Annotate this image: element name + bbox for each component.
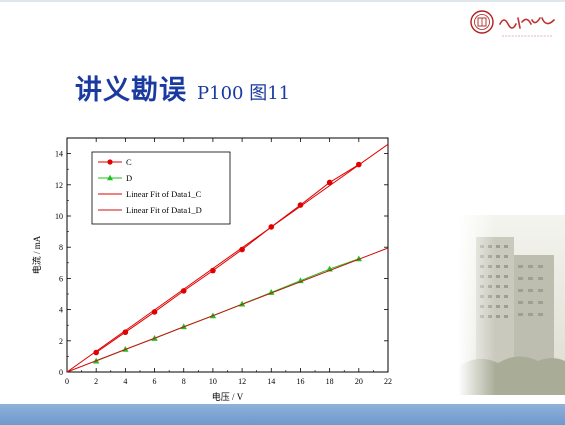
data-point-C	[239, 246, 245, 253]
x-tick-label: 14	[267, 377, 275, 386]
series-line-0	[95, 164, 360, 353]
y-tick-label: 8	[59, 243, 63, 252]
x-tick-label: 12	[238, 377, 246, 386]
x-tick-label: 18	[326, 377, 334, 386]
data-point-C	[180, 288, 187, 294]
legend-marker-1	[107, 174, 113, 181]
y-tick-label: 4	[59, 306, 63, 315]
x-axis-label: 电压 / V	[212, 391, 244, 402]
y-tick-label: 12	[55, 181, 63, 190]
fit-line-3	[66, 247, 389, 373]
university-name-script	[499, 17, 555, 37]
legend-label-2: Linear Fit of Data1_C	[126, 189, 202, 199]
slide-title: 讲义勘误 P100 图11	[75, 68, 290, 107]
y-tick-label: 2	[59, 337, 63, 346]
x-tick-label: 4	[123, 377, 127, 386]
legend-label-0: C	[126, 157, 132, 167]
university-logo	[470, 8, 560, 50]
x-tick-label: 16	[296, 377, 304, 386]
y-axis-label: 电流 / mA	[31, 235, 42, 274]
data-point-C	[297, 202, 304, 208]
fit-line-2	[66, 143, 389, 373]
x-tick-label: 6	[153, 377, 157, 386]
legend-box	[91, 151, 231, 225]
y-tick-label: 14	[55, 150, 63, 159]
x-tick-label: 22	[384, 377, 392, 386]
legend-label-1: D	[126, 173, 132, 183]
legend-marker-0	[107, 159, 113, 165]
x-tick-label: 20	[355, 377, 363, 386]
x-tick-label: 2	[94, 377, 98, 386]
x-tick-label: 0	[65, 377, 69, 386]
data-point-C	[93, 349, 99, 356]
y-tick-label: 10	[55, 212, 63, 221]
x-tick-label: 8	[182, 377, 186, 386]
university-seal-icon	[470, 10, 494, 34]
top-rule	[0, 0, 565, 2]
footer-bar	[0, 404, 565, 425]
legend-label-3: Linear Fit of Data1_D	[126, 205, 202, 215]
y-tick-label: 0	[59, 368, 63, 377]
title-subtitle: P100 图11	[197, 83, 291, 104]
x-tick-label: 10	[209, 377, 217, 386]
campus-building-image	[458, 215, 565, 395]
footer-text	[0, 404, 565, 425]
iv-chart: 0 2 4 6 8 10 12 14 16 18 20 22 0 2 4 6 8 10 12 14 电压 / V 电流 /…	[31, 137, 392, 402]
title-main: 讲义勘误	[75, 75, 187, 106]
data-point-C	[326, 179, 333, 186]
data-point-C	[122, 329, 129, 336]
y-tick-label: 6	[59, 274, 63, 283]
